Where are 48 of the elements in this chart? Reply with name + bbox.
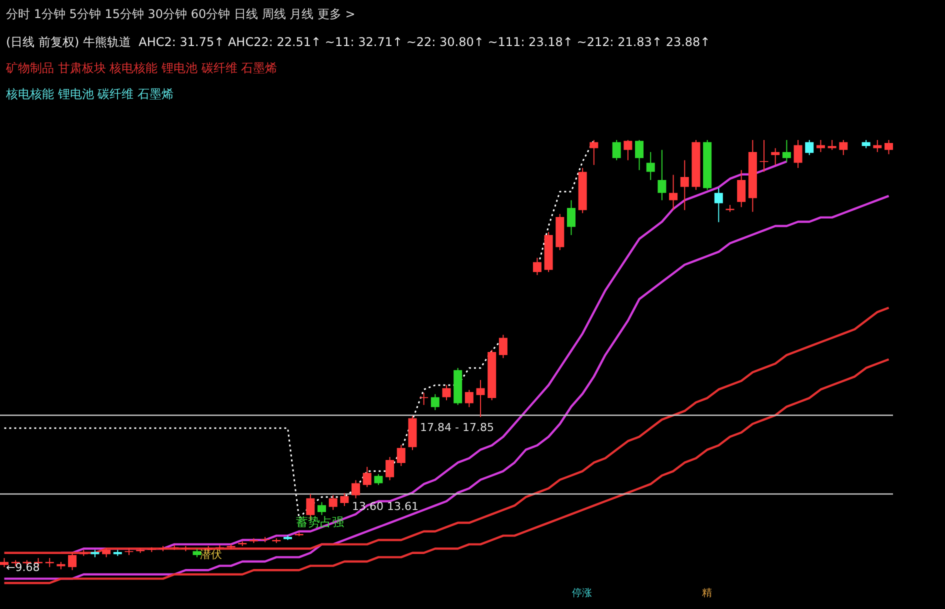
candlestick <box>362 466 372 488</box>
candlestick <box>624 140 632 161</box>
candlestick <box>760 140 768 172</box>
candlestick <box>884 140 893 155</box>
candlestick <box>352 480 360 499</box>
candlestick <box>318 502 326 516</box>
text: 精 <box>702 587 712 599</box>
candlestick <box>590 140 598 166</box>
candlestick <box>669 174 678 211</box>
candlestick <box>102 548 111 558</box>
candlestick <box>430 394 440 411</box>
candlestick <box>340 492 349 507</box>
candlestick <box>839 140 848 156</box>
text: 核电核能 锂电池 碳纤维 石墨烯 <box>6 86 174 103</box>
candlestick <box>714 188 723 223</box>
candlestick <box>782 140 791 162</box>
chart-subtitle: AHC2: 31.75↑ AHC22: 22.51↑ ~11: 32.71↑ ~22: 30.80↑ ~111: 23.18↑ ~212: 21.83↑ 23.88↑ <box>138 35 710 49</box>
candlestick <box>476 379 485 418</box>
candlestick <box>658 149 666 201</box>
annotation: 潜伏 <box>200 548 222 561</box>
candlestick <box>635 140 644 171</box>
chart-title: (日线 前复权) 牛熊轨道 <box>6 35 131 49</box>
candlestick <box>328 494 338 510</box>
candlestick <box>646 152 655 180</box>
candlestick <box>532 257 542 276</box>
candlestick <box>873 140 882 153</box>
candlestick <box>805 140 814 156</box>
candlestick <box>374 474 383 486</box>
text: 分时 1分钟 5分钟 15分钟 30分钟 60分钟 日线 周线 月线 更多 > <box>6 6 356 23</box>
candlestick <box>816 140 825 153</box>
candlestick <box>794 140 802 168</box>
candlestick <box>828 140 836 150</box>
candlestick <box>420 392 428 406</box>
candlestick <box>498 334 508 359</box>
annotation: 17.84 - 17.85 <box>420 421 494 434</box>
candlestick <box>442 384 451 401</box>
candlestick <box>771 148 780 166</box>
candlestick <box>68 552 77 571</box>
candlestick <box>737 170 746 208</box>
text: 停涨 <box>572 587 592 599</box>
candlestick <box>680 160 689 211</box>
candlestick <box>566 200 576 236</box>
text: 矿物制品 甘肃板块 核电核能 锂电池 碳纤维 石墨烯 <box>6 60 278 77</box>
candlestick <box>386 456 394 481</box>
candlestick <box>464 389 474 408</box>
candlestick <box>612 140 621 161</box>
annotation: ←9.68 <box>6 561 40 574</box>
candlestick <box>396 444 406 467</box>
